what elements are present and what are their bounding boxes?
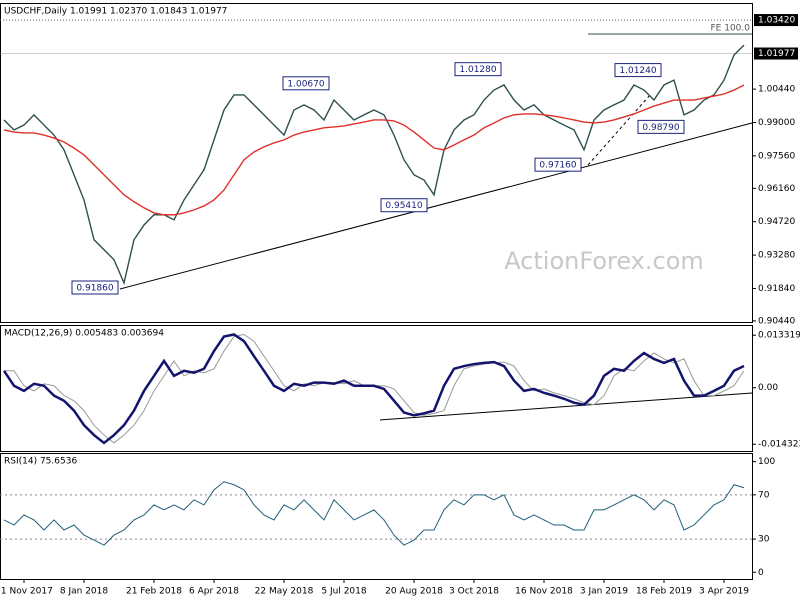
y-tick-label: 0.93280 xyxy=(758,251,795,261)
price-annotation: 0.97160 xyxy=(539,161,576,171)
last-price-label: 1.01977 xyxy=(758,49,795,59)
trend-line xyxy=(119,122,753,290)
price-annotation-box xyxy=(454,62,502,77)
price-annotation: 1.00670 xyxy=(287,79,324,89)
x-tick-label: 16 Nov 2018 xyxy=(515,587,573,597)
y-tick-label: 70 xyxy=(758,490,770,500)
x-tick-label: 8 Jan 2018 xyxy=(60,587,108,597)
series-line xyxy=(2,333,745,445)
price-annotation: 1.01240 xyxy=(619,66,656,76)
y-tick-label: 0.90440 xyxy=(758,316,795,326)
x-tick-label: 3 Jan 2019 xyxy=(580,587,628,597)
panel-title: USDCHF,Daily 1.01991 1.02370 1.01843 1.0… xyxy=(4,7,227,17)
x-tick-label: 3 Oct 2018 xyxy=(449,587,499,597)
panel-title: RSI(14) 75.6536 xyxy=(4,457,77,467)
panel-frame xyxy=(0,453,753,580)
x-tick-label: 21 Feb 2018 xyxy=(126,587,182,597)
price-annotation-box xyxy=(71,280,119,295)
price-annotation: 1.01280 xyxy=(459,65,496,75)
x-tick-label: 21 Nov 2017 xyxy=(0,587,53,597)
price-annotation: 0.91860 xyxy=(76,284,113,294)
y-tick-label: 0.91840 xyxy=(758,284,795,294)
x-tick-label: 20 Aug 2018 xyxy=(385,587,443,597)
y-tick-label: 30 xyxy=(758,535,770,545)
panel-title: MACD(12,26,9) 0.005483 0.003694 xyxy=(4,329,164,339)
fe-level-label: 1.03420 xyxy=(758,16,795,26)
x-tick-label: 5 Jul 2018 xyxy=(321,587,366,597)
price-annotation-box xyxy=(534,157,582,172)
x-tick-label: 3 Apr 2019 xyxy=(699,587,749,597)
y-tick-label: 0.99000 xyxy=(758,118,795,128)
y-tick-label: 0.96160 xyxy=(758,184,795,194)
watermark: ActionForex.com xyxy=(504,247,704,275)
y-tick-label: 1.00440 xyxy=(758,85,795,95)
panel-frame xyxy=(0,325,753,452)
x-tick-label: 6 Apr 2018 xyxy=(189,587,239,597)
price-annotation-box xyxy=(282,76,330,91)
y-tick-label: 100 xyxy=(758,457,775,467)
series-line xyxy=(3,44,745,286)
y-tick-label: 0.013319 xyxy=(758,331,800,341)
macd-trend-line xyxy=(379,392,753,421)
panel-frame xyxy=(0,3,753,323)
price-annotation: 0.95410 xyxy=(385,201,422,211)
series-line xyxy=(3,481,745,546)
fe-text: FE 100.0 xyxy=(711,24,751,34)
price-box xyxy=(754,47,798,60)
y-tick-label: -0.014323 xyxy=(758,440,800,450)
y-tick-label: 0.97560 xyxy=(758,151,795,161)
price-annotation-box xyxy=(380,198,428,213)
x-tick-label: 22 May 2018 xyxy=(255,587,314,597)
y-tick-label: 0 xyxy=(758,568,764,578)
price-annotation-box xyxy=(637,119,685,134)
y-tick-label: 0.94720 xyxy=(758,217,795,227)
series-line xyxy=(3,84,745,216)
x-tick-label: 18 Feb 2019 xyxy=(636,587,692,597)
y-tick-label: 0.00 xyxy=(758,383,778,393)
price-annotation-box xyxy=(614,63,662,78)
price-box xyxy=(754,14,798,27)
price-annotation: 0.98790 xyxy=(642,123,679,133)
